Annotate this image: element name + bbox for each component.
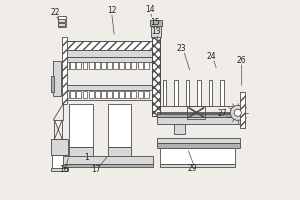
Bar xyxy=(52,155,67,169)
Bar xyxy=(89,91,94,98)
Bar xyxy=(63,156,153,164)
Bar xyxy=(208,80,212,106)
Bar xyxy=(119,91,124,98)
Bar xyxy=(69,147,93,159)
Text: 26: 26 xyxy=(237,56,247,65)
Bar xyxy=(76,62,81,69)
Text: 14: 14 xyxy=(146,5,155,14)
Bar xyxy=(58,23,65,26)
Text: 15: 15 xyxy=(150,18,160,27)
Text: 29: 29 xyxy=(188,164,197,173)
Bar xyxy=(63,57,153,62)
Bar xyxy=(157,143,240,148)
Bar xyxy=(152,33,160,116)
Text: 23: 23 xyxy=(176,44,186,53)
Text: 17: 17 xyxy=(91,165,100,174)
Bar xyxy=(82,62,88,69)
Bar xyxy=(63,164,153,167)
Bar xyxy=(125,62,130,69)
Bar xyxy=(138,62,142,69)
Bar xyxy=(188,106,205,119)
Bar xyxy=(108,104,131,147)
Bar xyxy=(70,62,75,69)
Bar xyxy=(131,91,136,98)
Bar xyxy=(160,148,235,164)
Bar xyxy=(157,117,240,124)
Bar xyxy=(113,91,118,98)
Bar xyxy=(113,62,118,69)
Bar xyxy=(107,62,112,69)
Bar xyxy=(144,62,148,69)
Bar xyxy=(157,138,240,143)
Text: 16: 16 xyxy=(59,165,68,174)
Bar xyxy=(95,91,100,98)
Circle shape xyxy=(230,105,245,120)
Bar xyxy=(240,92,245,128)
Bar xyxy=(69,104,93,147)
Bar xyxy=(53,61,61,96)
Bar xyxy=(174,124,184,134)
Bar xyxy=(119,62,124,69)
Bar xyxy=(197,80,201,106)
Polygon shape xyxy=(63,41,153,50)
Bar xyxy=(89,62,94,69)
Bar xyxy=(150,20,162,26)
Bar xyxy=(125,91,130,98)
Text: 12: 12 xyxy=(107,6,116,15)
Text: 22: 22 xyxy=(51,8,61,17)
Bar xyxy=(95,62,100,69)
Bar xyxy=(157,114,240,117)
Bar xyxy=(101,62,106,69)
Text: 13: 13 xyxy=(151,27,161,36)
Bar xyxy=(107,91,112,98)
Bar xyxy=(63,85,153,90)
Bar xyxy=(138,91,142,98)
Bar xyxy=(51,139,68,155)
Text: 27: 27 xyxy=(218,109,227,118)
Bar xyxy=(108,147,131,159)
Bar xyxy=(62,37,67,104)
Bar xyxy=(131,62,136,69)
Bar xyxy=(152,33,160,116)
Bar xyxy=(58,19,65,22)
Bar xyxy=(64,91,69,98)
Bar xyxy=(101,91,106,98)
Bar xyxy=(76,91,81,98)
Bar xyxy=(58,16,66,27)
Bar xyxy=(186,80,189,106)
Bar xyxy=(160,164,235,167)
Text: 24: 24 xyxy=(206,52,216,61)
Bar xyxy=(220,80,224,106)
Circle shape xyxy=(234,109,241,116)
Text: 1: 1 xyxy=(84,153,89,162)
Bar xyxy=(163,80,166,106)
Bar xyxy=(51,168,68,171)
Bar xyxy=(70,91,75,98)
Bar xyxy=(174,80,178,106)
Bar xyxy=(64,62,69,69)
Bar xyxy=(51,76,54,92)
Bar xyxy=(82,91,88,98)
Bar xyxy=(151,25,161,37)
Bar xyxy=(144,91,148,98)
Bar xyxy=(63,50,153,57)
